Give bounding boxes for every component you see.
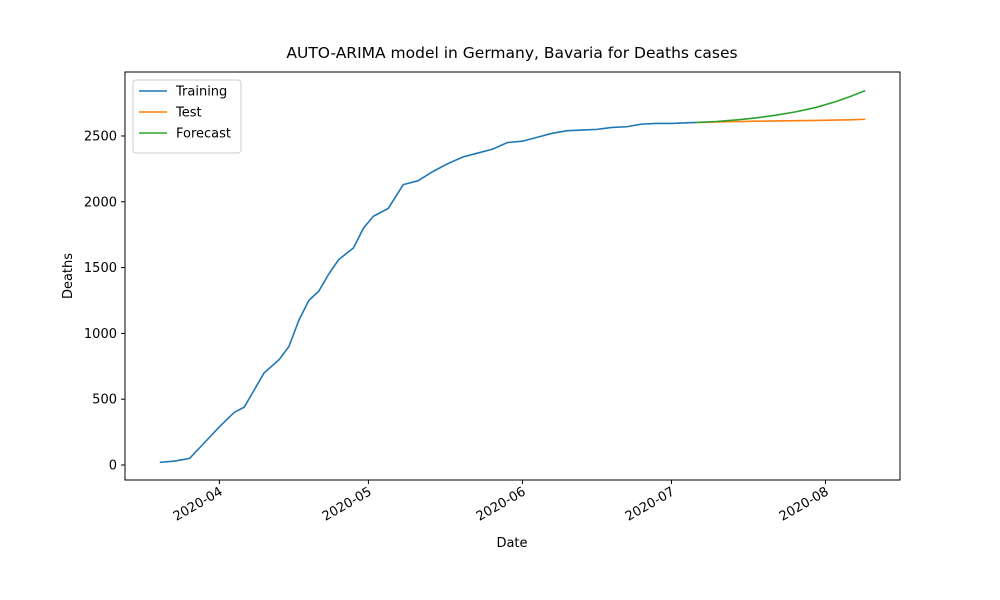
x-tick-label: 2020-05 [320, 484, 375, 524]
legend-box [132, 79, 242, 154]
x-tick-label: 2020-06 [474, 484, 529, 524]
legend-label: Training [175, 85, 227, 100]
plot-frame [124, 71, 901, 481]
x-tick-label: 2020-07 [623, 484, 678, 524]
y-tick-label: 0 [109, 458, 117, 473]
data-line [159, 121, 697, 464]
x-tick-label: 2020-08 [777, 484, 832, 524]
legend-label: Forecast [176, 127, 231, 142]
x-axis-label: Date [496, 536, 527, 551]
y-tick-label: 500 [92, 393, 117, 408]
y-tick-label: 2000 [84, 195, 117, 210]
y-axis-label: Deaths [61, 253, 76, 299]
data-line [696, 118, 866, 124]
chart-title: AUTO-ARIMA model in Germany, Bavaria for… [286, 44, 737, 62]
y-tick-label: 2500 [84, 129, 117, 144]
y-tick-label: 1000 [84, 327, 117, 342]
data-line [696, 89, 866, 124]
legend-label: Test [175, 106, 202, 121]
y-tick-label: 1500 [84, 261, 117, 276]
x-tick-label: 2020-04 [171, 484, 226, 524]
